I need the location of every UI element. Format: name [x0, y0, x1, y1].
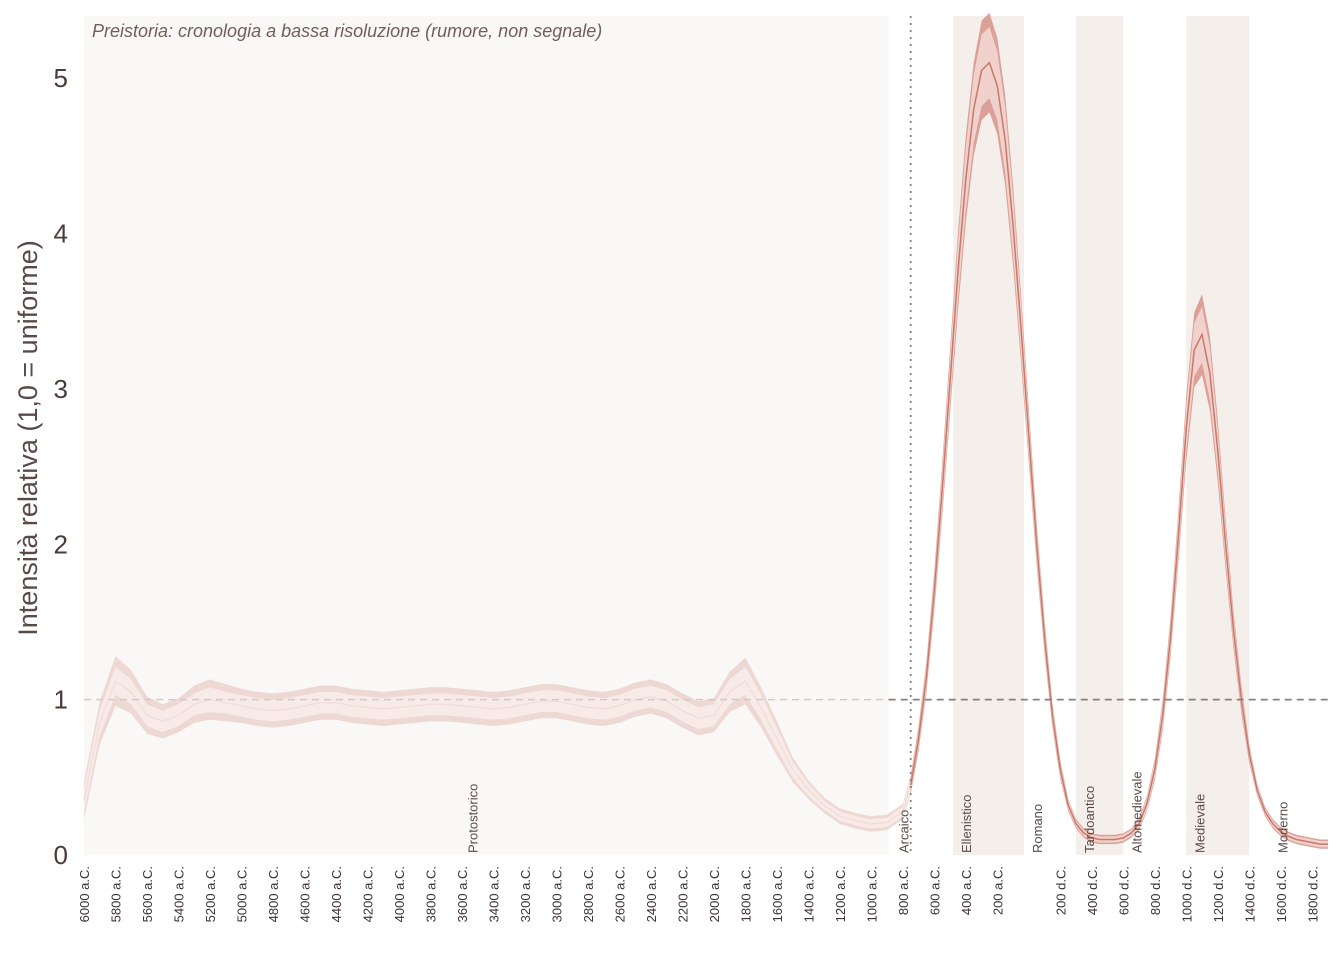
prehistory-note: Preistoria: cronologia a bassa risoluzio… — [92, 21, 602, 41]
x-tick-label: 800 d.C. — [1148, 866, 1163, 915]
x-tick-label: 600 d.C. — [1116, 866, 1131, 915]
x-tick-label: 2000 a.C. — [707, 866, 722, 922]
background-layer — [84, 16, 1250, 855]
x-tick-label: 5000 a.C. — [235, 866, 250, 922]
x-tick-label: 600 a.C. — [927, 866, 942, 915]
x-tick-label: 3000 a.C. — [549, 866, 564, 922]
y-tick-label: 4 — [54, 219, 68, 249]
x-tick-label: 800 a.C. — [896, 866, 911, 915]
x-tick-label: 5800 a.C. — [109, 866, 124, 922]
period-shade-ellenistico — [953, 16, 1025, 855]
x-tick-label: 3200 a.C. — [518, 866, 533, 922]
x-tick-label: 1600 d.C. — [1274, 866, 1289, 922]
y-tick-label: 0 — [54, 840, 68, 870]
x-tick-label: 3800 a.C. — [423, 866, 438, 922]
period-label-ellenistico: Ellenistico — [959, 794, 974, 853]
x-tick-label: 4000 a.C. — [392, 866, 407, 922]
x-tick-label: 5400 a.C. — [172, 866, 187, 922]
x-tick-label: 1400 a.C. — [801, 866, 816, 922]
period-label-romano: Romano — [1030, 804, 1045, 853]
period-labels: Protostorico Arcaico Ellenistico Romano Tard… — [466, 771, 1291, 853]
y-tick-label: 5 — [54, 63, 68, 93]
x-tick-label: 1800 d.C. — [1305, 866, 1320, 922]
x-tick-label: 400 d.C. — [1085, 866, 1100, 915]
x-axis-ticks: 6000 a.C. 5800 a.C. 5600 a.C. 5400 a.C. 5200… — [77, 866, 1320, 922]
y-tick-label: 3 — [54, 374, 68, 404]
y-tick-label: 2 — [54, 529, 68, 559]
x-tick-label: 4600 a.C. — [298, 866, 313, 922]
period-label-altomedievale: Altomedievale — [1129, 771, 1144, 853]
x-tick-label: 4200 a.C. — [360, 866, 375, 922]
x-tick-label: 1600 a.C. — [770, 866, 785, 922]
x-tick-label: 4800 a.C. — [266, 866, 281, 922]
x-tick-label: 400 a.C. — [959, 866, 974, 915]
period-label-moderno: Moderno — [1275, 802, 1290, 853]
period-label-protostorico: Protostorico — [466, 784, 481, 853]
reference-layer — [84, 16, 1328, 855]
period-label-medievale: Medievale — [1192, 794, 1207, 853]
x-tick-label: 2800 a.C. — [581, 866, 596, 922]
x-tick-label: 2200 a.C. — [675, 866, 690, 922]
x-tick-label: 1200 a.C. — [833, 866, 848, 922]
y-axis-label: Intensità relativa (1,0 = uniforme) — [13, 240, 43, 635]
period-label-tardoantico: Tardoantico — [1082, 786, 1097, 853]
x-tick-label: 1000 d.C. — [1179, 866, 1194, 922]
prehistory-band-50 — [84, 667, 911, 829]
x-tick-label: 2400 a.C. — [644, 866, 659, 922]
density-median-line — [909, 61, 1328, 845]
x-tick-label: 200 d.C. — [1053, 866, 1068, 915]
x-tick-label: 6000 a.C. — [77, 866, 92, 922]
x-tick-label: 5600 a.C. — [140, 866, 155, 922]
prehistory-median-line — [83, 680, 912, 825]
x-tick-label: 1800 a.C. — [738, 866, 753, 922]
period-shade-tardoantico — [1076, 16, 1124, 855]
density-band-50 — [910, 26, 1328, 848]
x-tick-label: 1200 d.C. — [1211, 866, 1226, 922]
x-tick-label: 3400 a.C. — [486, 866, 501, 922]
x-tick-label: 1400 d.C. — [1242, 866, 1257, 922]
x-tick-label: 5200 a.C. — [203, 866, 218, 922]
density-band-90 — [910, 12, 1328, 849]
x-tick-label: 200 a.C. — [990, 866, 1005, 915]
y-tick-label: 1 — [54, 685, 68, 715]
x-tick-label: 3600 a.C. — [455, 866, 470, 922]
x-tick-label: 4400 a.C. — [329, 866, 344, 922]
period-label-arcaico: Arcaico — [897, 810, 912, 853]
y-axis-ticks: 0 1 2 3 4 5 — [54, 63, 68, 870]
x-tick-label: 2600 a.C. — [612, 866, 627, 922]
x-tick-label: 1000 a.C. — [864, 866, 879, 922]
